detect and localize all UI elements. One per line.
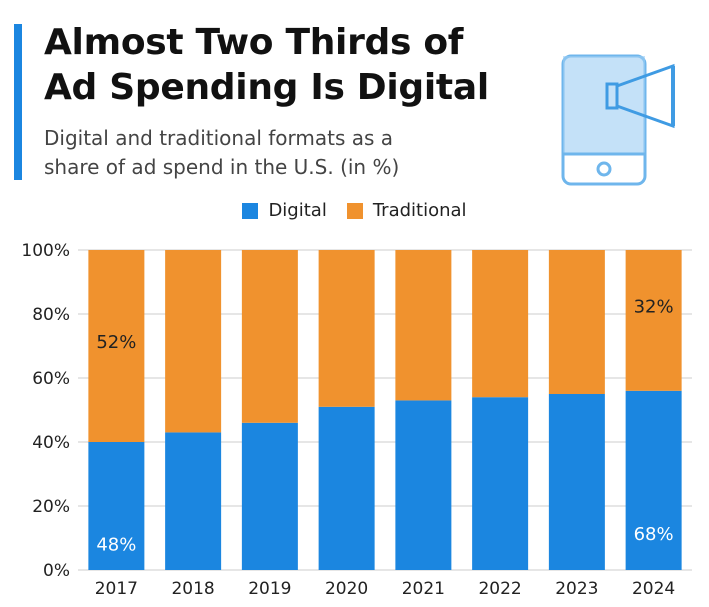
bar-digital-2017 <box>88 442 145 570</box>
legend-label-traditional: Traditional <box>372 200 467 221</box>
bar-digital-2020 <box>318 406 375 570</box>
x-tick-label: 2021 <box>402 579 445 599</box>
bar-digital-2023 <box>548 394 605 570</box>
x-tick-label: 2017 <box>95 579 138 599</box>
chart-title: Almost Two Thirds of Ad Spending Is Digi… <box>44 20 564 110</box>
legend-swatch-digital <box>242 202 259 219</box>
chart-subtitle: Digital and traditional formats as a sha… <box>44 124 524 182</box>
data-label-traditional-2017: 52% <box>96 332 136 353</box>
bar-digital-2019 <box>241 422 298 570</box>
chart-title-line-1: Almost Two Thirds of <box>44 22 464 63</box>
x-tick-label: 2023 <box>555 579 598 599</box>
chart-subtitle-line-1: Digital and traditional formats as a <box>44 126 394 150</box>
bar-traditional-2017 <box>88 250 145 442</box>
y-tick-label: 40% <box>32 433 70 453</box>
bar-digital-2021 <box>395 400 452 570</box>
x-tick-label: 2018 <box>171 579 214 599</box>
data-label-digital-2017: 48% <box>96 534 136 555</box>
bar-traditional-2021 <box>395 250 452 401</box>
bar-traditional-2019 <box>241 250 298 423</box>
bar-traditional-2023 <box>548 250 605 394</box>
chart-subtitle-line-2: share of ad spend in the U.S. (in %) <box>44 155 400 179</box>
phone-megaphone-icon <box>561 54 675 186</box>
y-tick-label: 20% <box>32 497 70 517</box>
y-tick-label: 60% <box>32 369 70 389</box>
x-tick-label: 2024 <box>632 579 675 599</box>
x-tick-label: 2022 <box>478 579 521 599</box>
legend-item-digital: Digital <box>242 200 327 221</box>
y-tick-label: 100% <box>21 241 70 261</box>
x-tick-label: 2020 <box>325 579 368 599</box>
title-accent-bar <box>14 24 22 180</box>
legend-item-traditional: Traditional <box>346 200 467 221</box>
y-tick-label: 0% <box>43 561 70 581</box>
bar-digital-2022 <box>472 397 529 570</box>
legend-label-digital: Digital <box>268 200 327 221</box>
data-label-traditional-2024: 32% <box>634 296 674 317</box>
bar-traditional-2020 <box>318 250 375 407</box>
data-label-digital-2024: 68% <box>634 524 674 545</box>
bar-digital-2024 <box>625 390 682 570</box>
bar-traditional-2022 <box>472 250 529 398</box>
legend-swatch-traditional <box>346 202 363 219</box>
x-tick-label: 2019 <box>248 579 291 599</box>
y-tick-label: 80% <box>32 305 70 325</box>
chart-legend: Digital Traditional <box>0 200 709 221</box>
bar-traditional-2024 <box>625 250 682 391</box>
chart-title-line-2: Ad Spending Is Digital <box>44 67 489 108</box>
bar-traditional-2018 <box>165 250 222 433</box>
bar-digital-2018 <box>165 432 222 570</box>
